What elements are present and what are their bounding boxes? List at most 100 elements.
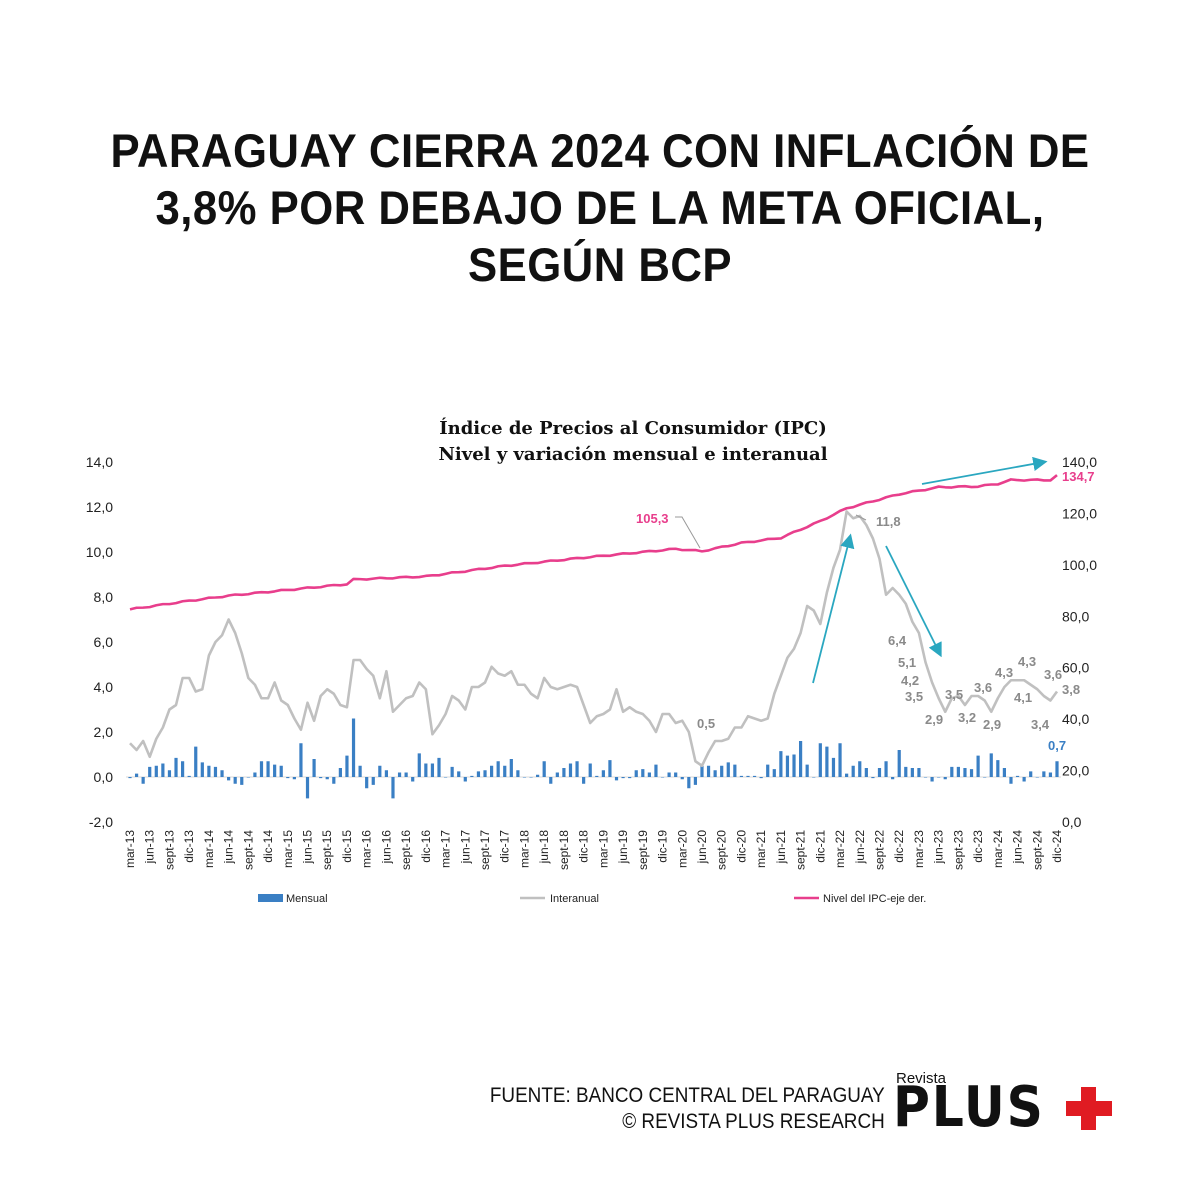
- logo-small-text: Revista: [896, 1070, 947, 1087]
- data-label: 105,3: [636, 511, 669, 526]
- x-tick-label: jun-13: [143, 830, 157, 865]
- mensual-bar: [838, 743, 842, 777]
- x-tick-label: mar-15: [281, 830, 295, 868]
- x-tick-label: sept-23: [951, 830, 965, 870]
- mensual-bar: [174, 757, 178, 777]
- mensual-bar: [752, 775, 757, 777]
- mensual-bar: [384, 770, 389, 777]
- nivel-ipc-line: [129, 474, 1058, 611]
- x-tick-label: mar-18: [517, 830, 531, 868]
- mensual-bar: [904, 766, 908, 777]
- mensual-bar: [319, 777, 323, 779]
- data-label: 134,7: [1062, 469, 1095, 484]
- source-text: FUENTE: BANCO CENTRAL DEL PARAGUAY: [490, 1084, 885, 1107]
- mensual-bar: [273, 764, 277, 777]
- mensual-bar: [713, 770, 717, 777]
- x-tick-label: mar-19: [596, 830, 610, 868]
- mensual-bar: [989, 753, 993, 777]
- left-tick-label: 2,0: [94, 724, 114, 740]
- x-tick-label: sept-14: [241, 830, 255, 870]
- mensual-bar: [674, 772, 678, 777]
- mensual-bar: [253, 772, 257, 777]
- x-tick-label: jun-20: [695, 830, 709, 865]
- mensual-bar: [443, 777, 448, 778]
- data-label: 5,1: [898, 655, 916, 670]
- mensual-bar: [266, 761, 270, 777]
- data-label: 4,2: [901, 673, 919, 688]
- data-label: 4,1: [1014, 690, 1032, 705]
- mensual-bar: [286, 777, 290, 779]
- right-tick-label: 0,0: [1062, 814, 1082, 830]
- mensual-bar: [766, 764, 770, 777]
- mensual-bar: [496, 761, 500, 777]
- x-tick-label: dic-13: [182, 830, 196, 863]
- x-tick-label: dic-23: [971, 830, 985, 863]
- copyright-text: © REVISTA PLUS RESEARCH: [622, 1110, 885, 1133]
- data-label: 3,5: [905, 689, 923, 704]
- mensual-bar: [588, 763, 592, 777]
- right-tick-label: 80,0: [1062, 608, 1089, 624]
- mensual-bar: [680, 777, 684, 780]
- mensual-bar: [930, 777, 934, 782]
- x-tick-label: jun-23: [932, 830, 946, 865]
- headline-line-3: SEGÚN BCP: [467, 238, 733, 291]
- right-tick-label: 20,0: [1062, 763, 1089, 779]
- mensual-bar: [180, 761, 185, 777]
- mensual-bar: [608, 760, 612, 777]
- mensual-bar: [1048, 772, 1053, 777]
- logo-plus-icon-bar: [1066, 1101, 1112, 1116]
- source-footer: FUENTE: BANCO CENTRAL DEL PARAGUAY © REV…: [490, 1083, 885, 1135]
- mensual-bar: [884, 761, 888, 777]
- x-tick-label: dic-24: [1050, 830, 1064, 863]
- mensual-bar: [305, 777, 310, 799]
- mensual-bar: [601, 770, 605, 777]
- mensual-bar: [233, 777, 237, 784]
- mensual-bar: [785, 755, 790, 777]
- left-tick-label: -2,0: [89, 814, 113, 830]
- data-label: 3,8: [1062, 682, 1080, 697]
- mensual-bar: [831, 757, 836, 777]
- x-tick-label: mar-24: [991, 830, 1005, 868]
- leader-line: [675, 516, 701, 549]
- mensual-bar: [503, 765, 507, 777]
- x-tick-label: dic-20: [734, 830, 748, 863]
- mensual-bar: [726, 762, 730, 777]
- x-tick-label: sept-13: [162, 830, 176, 870]
- legend: Mensual Interanual Nivel del IPC-eje der.: [258, 893, 926, 905]
- mensual-bar: [154, 765, 158, 777]
- mensual-bar: [568, 763, 573, 777]
- x-tick-label: dic-15: [340, 830, 354, 863]
- left-tick-label: 4,0: [94, 679, 114, 695]
- mensual-bar: [772, 769, 776, 777]
- mensual-bar: [312, 759, 316, 777]
- mensual-bar: [555, 772, 559, 777]
- x-tick-label: jun-17: [458, 830, 472, 865]
- mensual-bar: [141, 777, 145, 784]
- mensual-bar: [542, 761, 546, 777]
- mensual-bar: [424, 763, 428, 777]
- x-tick-label: jun-24: [1011, 830, 1025, 865]
- mensual-bar: [614, 777, 619, 781]
- mensual-bar: [128, 777, 132, 779]
- mensual-bar: [417, 753, 421, 777]
- mensual-bar: [338, 768, 342, 777]
- x-tick-label: jun-19: [616, 830, 630, 865]
- mensual-bar: [706, 765, 711, 777]
- mensual-bar: [654, 764, 658, 777]
- mensual-bar: [943, 777, 947, 780]
- left-tick-label: 14,0: [86, 454, 113, 470]
- mensual-bar: [845, 773, 849, 777]
- mensual-bar: [187, 775, 191, 777]
- data-label: 0,5: [697, 716, 715, 731]
- trend-arrow: [921, 456, 1048, 485]
- mensual-bar: [358, 765, 362, 777]
- mensual-bar: [299, 743, 303, 777]
- x-tick-label: mar-20: [675, 830, 689, 868]
- mensual-bar: [240, 777, 244, 785]
- headline: PARAGUAY CIERRA 2024 CON INFLACIÓN DE 3,…: [0, 122, 1200, 293]
- mensual-bar: [227, 777, 231, 781]
- mensual-bar: [693, 777, 698, 785]
- x-tick-label: dic-17: [498, 830, 512, 863]
- mensual-bar: [1055, 761, 1059, 777]
- right-tick-label: 40,0: [1062, 711, 1089, 727]
